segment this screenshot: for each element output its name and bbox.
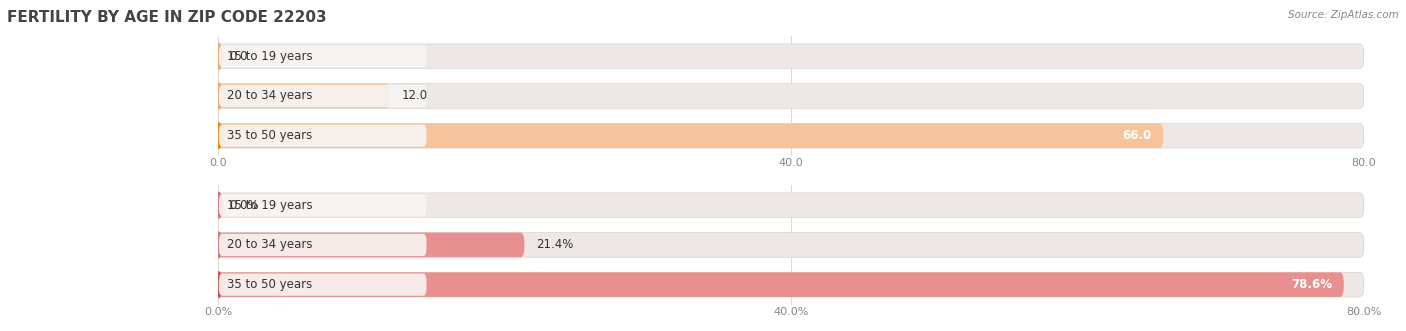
FancyBboxPatch shape [219, 45, 426, 68]
FancyBboxPatch shape [218, 123, 1364, 148]
Text: 15 to 19 years: 15 to 19 years [228, 50, 314, 63]
Circle shape [214, 192, 222, 218]
FancyBboxPatch shape [219, 124, 426, 147]
FancyBboxPatch shape [218, 272, 1344, 297]
Text: 20 to 34 years: 20 to 34 years [228, 89, 314, 103]
FancyBboxPatch shape [219, 273, 426, 296]
FancyBboxPatch shape [219, 85, 426, 107]
Text: 78.6%: 78.6% [1291, 278, 1333, 291]
Text: 20 to 34 years: 20 to 34 years [228, 238, 314, 252]
FancyBboxPatch shape [219, 194, 426, 216]
Text: 35 to 50 years: 35 to 50 years [228, 278, 312, 291]
Text: FERTILITY BY AGE IN ZIP CODE 22203: FERTILITY BY AGE IN ZIP CODE 22203 [7, 10, 326, 25]
Circle shape [214, 123, 222, 149]
Circle shape [214, 232, 222, 258]
Text: 0.0: 0.0 [229, 50, 247, 63]
FancyBboxPatch shape [218, 123, 1163, 148]
FancyBboxPatch shape [219, 234, 426, 256]
Circle shape [214, 43, 222, 69]
Text: 0.0%: 0.0% [229, 199, 259, 212]
FancyBboxPatch shape [218, 272, 1364, 297]
FancyBboxPatch shape [218, 193, 1364, 217]
FancyBboxPatch shape [218, 84, 389, 108]
Circle shape [214, 272, 222, 298]
Text: 35 to 50 years: 35 to 50 years [228, 129, 312, 142]
FancyBboxPatch shape [218, 233, 1364, 257]
Text: 66.0: 66.0 [1122, 129, 1152, 142]
Text: 12.0: 12.0 [401, 89, 427, 103]
Text: 15 to 19 years: 15 to 19 years [228, 199, 314, 212]
Text: Source: ZipAtlas.com: Source: ZipAtlas.com [1288, 10, 1399, 20]
Circle shape [214, 83, 222, 109]
FancyBboxPatch shape [218, 44, 1364, 69]
FancyBboxPatch shape [218, 84, 1364, 108]
FancyBboxPatch shape [218, 233, 524, 257]
Text: 21.4%: 21.4% [536, 238, 574, 252]
